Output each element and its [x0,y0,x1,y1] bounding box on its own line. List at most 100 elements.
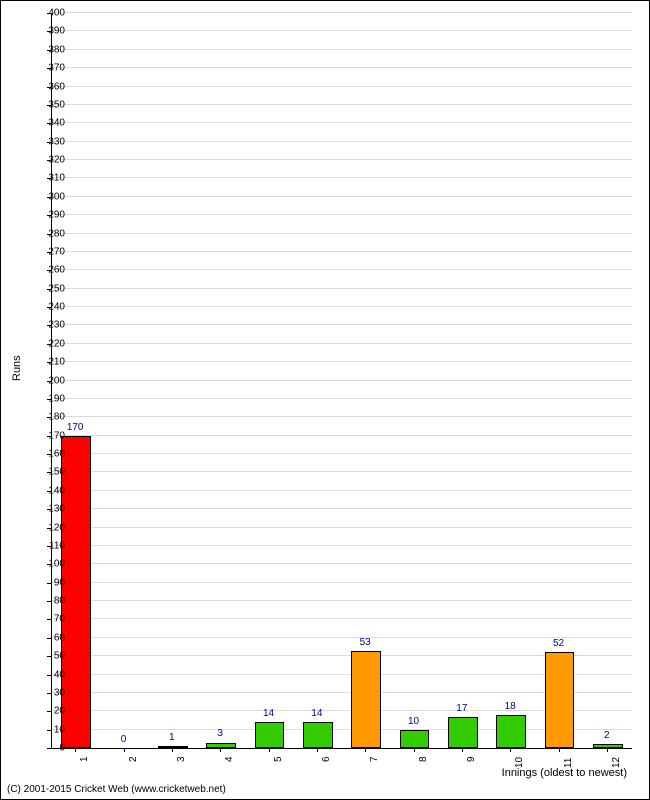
y-tick-label: 340 [25,118,65,129]
y-tick-label: 400 [25,8,65,19]
y-tick-mark [47,68,51,69]
y-tick-mark [47,197,51,198]
y-tick-label: 220 [25,338,65,349]
bar-value-label: 18 [505,701,516,712]
chart-container: Runs Innings (oldest to newest) (C) 2001… [0,0,650,800]
bar-value-label: 0 [121,734,127,745]
gridline [52,618,632,619]
bar-value-label: 3 [217,728,223,739]
y-tick-label: 140 [25,485,65,496]
bar-value-label: 53 [360,637,371,648]
y-tick-label: 250 [25,283,65,294]
x-tick-mark [510,748,511,752]
x-tick-mark [462,748,463,752]
x-axis-title: Innings (oldest to newest) [502,767,627,779]
gridline [52,563,632,564]
footer-text: (C) 2001-2015 Cricket Web (www.cricketwe… [7,784,226,795]
y-tick-mark [47,234,51,235]
bar-value-label: 10 [408,716,419,727]
y-tick-mark [47,105,51,106]
y-tick-mark [47,307,51,308]
gridline [52,637,632,638]
y-tick-mark [47,325,51,326]
y-tick-mark [47,436,51,437]
y-tick-label: 370 [25,63,65,74]
y-tick-mark [47,178,51,179]
gridline [52,527,632,528]
y-tick-mark [47,730,51,731]
x-tick-label: 9 [466,756,477,762]
y-tick-label: 380 [25,44,65,55]
gridline [52,49,632,50]
x-tick-mark [607,748,608,752]
gridline [52,104,632,105]
gridline [52,122,632,123]
x-tick-mark [414,748,415,752]
y-tick-mark [47,693,51,694]
bar-value-label: 14 [311,708,322,719]
bar-value-label: 2 [604,730,610,741]
y-tick-mark [47,619,51,620]
gridline [52,251,632,252]
y-tick-label: 350 [25,99,65,110]
y-tick-mark [47,344,51,345]
y-tick-label: 0 [25,743,65,754]
y-tick-label: 320 [25,155,65,166]
x-tick-label: 1 [79,756,90,762]
y-axis-title: Runs [11,355,23,381]
y-tick-mark [47,160,51,161]
y-tick-label: 110 [25,540,65,551]
y-tick-mark [47,123,51,124]
gridline [52,435,632,436]
x-tick-mark [269,748,270,752]
y-tick-label: 290 [25,210,65,221]
y-tick-mark [47,711,51,712]
gridline [52,490,632,491]
y-tick-label: 230 [25,320,65,331]
y-tick-label: 20 [25,706,65,717]
y-tick-label: 390 [25,26,65,37]
y-tick-mark [47,656,51,657]
y-tick-label: 260 [25,265,65,276]
y-tick-label: 80 [25,596,65,607]
bar-value-label: 14 [263,708,274,719]
y-tick-mark [47,564,51,565]
y-tick-mark [47,638,51,639]
x-tick-mark [124,748,125,752]
x-tick-mark [75,748,76,752]
gridline [52,196,632,197]
y-tick-mark [47,583,51,584]
gridline [52,177,632,178]
gridline [52,30,632,31]
gridline [52,324,632,325]
gridline [52,159,632,160]
x-tick-label: 7 [369,756,380,762]
y-tick-label: 180 [25,412,65,423]
gridline [52,453,632,454]
gridline [52,67,632,68]
y-tick-label: 310 [25,173,65,184]
bar [448,717,478,748]
y-tick-label: 330 [25,136,65,147]
x-tick-label: 12 [611,757,622,768]
gridline [52,86,632,87]
x-tick-label: 8 [418,756,429,762]
y-tick-mark [47,31,51,32]
gridline [52,508,632,509]
bar [400,730,430,748]
y-tick-mark [47,289,51,290]
y-tick-label: 10 [25,724,65,735]
y-tick-mark [47,491,51,492]
y-tick-label: 270 [25,246,65,257]
y-tick-mark [47,417,51,418]
y-tick-label: 30 [25,687,65,698]
y-tick-label: 60 [25,632,65,643]
x-tick-mark [559,748,560,752]
gridline [52,545,632,546]
y-tick-mark [47,50,51,51]
y-tick-label: 170 [25,430,65,441]
y-tick-label: 90 [25,577,65,588]
y-tick-mark [47,601,51,602]
gridline [52,343,632,344]
gridline [52,214,632,215]
